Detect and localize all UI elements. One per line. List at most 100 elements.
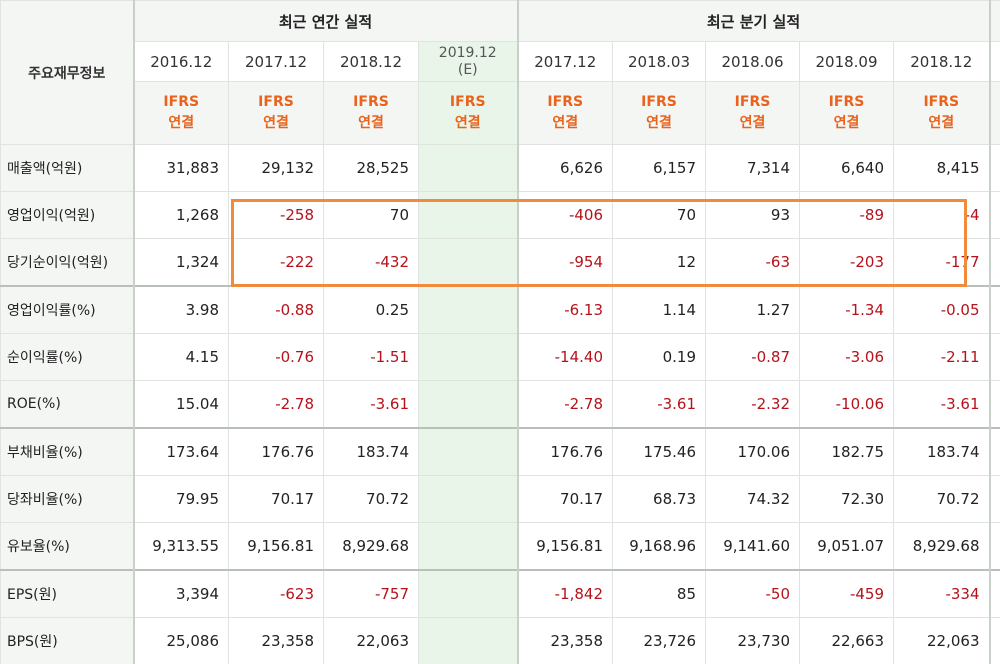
table-cell: 74.32 [705,475,800,523]
table-cell: -89 [799,191,894,239]
partial-cell [989,144,1000,192]
basis-consolidated: 연결 [454,115,481,131]
basis-header: IFRS 연결 [705,81,800,145]
table-cell: 183.74 [323,427,419,476]
basis-header: IFRS 연결 [612,81,706,145]
table-cell: 22,663 [799,617,894,664]
table-cell: -3.61 [612,380,706,429]
period-header-estimate: 2019.12 (E) [418,41,519,82]
basis-header-row: IFRS 연결 IFRS 연결 IFRS 연결 IFRS 연결 IFRS 연결 IFRS 연결 IFRS… [1,81,1000,145]
basis-header: IFRS 연결 [892,81,991,145]
table-cell: 70.17 [228,475,324,523]
table-cell: -3.61 [892,380,991,429]
basis-consolidated: 연결 [358,115,384,131]
basis-consolidated: 연결 [646,115,672,131]
table-cell: -14.40 [517,333,613,381]
period-header: 2018.09 [799,41,894,82]
period-header: 2017.12 [228,41,324,82]
table-row: 유보율(%) 9,313.55 9,156.81 8,929.68 9,156.81 9,… [0,522,1000,571]
table-cell: 70 [612,191,706,239]
table-row: 당좌비율(%) 79.95 70.17 70.72 70.17 68.73 74.32 72.… [0,475,1000,523]
table-cell: 1,324 [133,238,229,287]
table-row: 영업이익(억원) 1,268 -258 70 -406 70 93 -89 -4 [0,191,1000,239]
estimate-cell [418,191,519,239]
basis-header: IFRS 연결 [323,81,419,145]
partial-cell [989,333,1000,381]
annual-group-header: 최근 연간 실적 [133,0,519,42]
estimate-cell [418,475,519,523]
table-cell: 173.64 [133,427,229,476]
period-header: 2016.12 [133,41,229,82]
estimate-cell [418,569,519,618]
basis-ifrs: IFRS [258,94,294,110]
table-cell: 23,358 [517,617,613,664]
table-cell: 70.72 [323,475,419,523]
table-cell: -406 [517,191,613,239]
partial-cell [989,191,1000,239]
table-cell: 70 [323,191,419,239]
corner-header: 주요재무정보 [0,0,135,145]
table-cell: 183.74 [892,427,991,476]
partial-cell [989,380,1000,429]
row-label: 매출액(억원) [0,144,135,192]
table-cell: -0.05 [892,285,991,334]
table-cell: 8,415 [892,144,991,192]
table-cell: -757 [323,569,419,618]
estimate-date: 2019.12 [438,44,497,61]
table-cell: 1.27 [705,285,800,334]
partial-cell [989,522,1000,571]
estimate-cell [418,333,519,381]
table-cell: 93 [705,191,800,239]
table-cell: 29,132 [228,144,324,192]
table-cell: 25,086 [133,617,229,664]
partial-cell [989,569,1000,618]
table-cell: 170.06 [705,427,800,476]
basis-ifrs: IFRS [641,94,677,110]
table-cell: 68.73 [612,475,706,523]
table-cell: -2.78 [228,380,324,429]
estimate-cell [418,522,519,571]
partial-cell [989,475,1000,523]
more-group-header [989,0,1000,42]
table-cell: 9,051.07 [799,522,894,571]
table-cell: 8,929.68 [892,522,991,571]
table-row: ROE(%) 15.04 -2.78 -3.61 -2.78 -3.61 -2.32 -10.… [0,380,1000,429]
period-header: 2018.03 [612,41,706,82]
table-cell: -50 [705,569,800,618]
table-cell: 15.04 [133,380,229,429]
basis-consolidated: 연결 [263,115,289,131]
basis-consolidated: 연결 [928,115,955,131]
table-cell: -1.34 [799,285,894,334]
table-cell: -432 [323,238,419,287]
table-cell: 12 [612,238,706,287]
table-cell: -0.87 [705,333,800,381]
estimate-cell [418,285,519,334]
table-cell: 6,640 [799,144,894,192]
table-cell: 22,063 [892,617,991,664]
table-cell: -459 [799,569,894,618]
basis-ifrs: IFRS [163,94,200,110]
table-cell: 85 [612,569,706,618]
table-cell: 23,358 [228,617,324,664]
table-cell: -222 [228,238,324,287]
basis-header: IFRS 연결 [418,81,519,145]
table-cell: 4.15 [133,333,229,381]
partial-cell [989,238,1000,287]
table-row: 매출액(억원) 31,883 29,132 28,525 6,626 6,157 7,314… [0,144,1000,192]
table-cell: 22,063 [323,617,419,664]
table-cell: -0.76 [228,333,324,381]
table-cell: 9,141.60 [705,522,800,571]
row-label: 당기순이익(억원) [0,238,135,287]
table-cell: 31,883 [133,144,229,192]
table-cell: 176.76 [228,427,324,476]
table-row: 순이익률(%) 4.15 -0.76 -1.51 -14.40 0.19 -0.87 -3.0… [0,333,1000,381]
table-cell: 6,626 [517,144,613,192]
table-cell: -6.13 [517,285,613,334]
table-cell: 0.19 [612,333,706,381]
period-header-partial: 2 [989,41,1000,82]
basis-ifrs: IFRS [828,94,865,110]
period-header: 2017.12 [517,41,613,82]
row-label: 영업이익률(%) [0,285,135,334]
estimate-cell [418,144,519,192]
